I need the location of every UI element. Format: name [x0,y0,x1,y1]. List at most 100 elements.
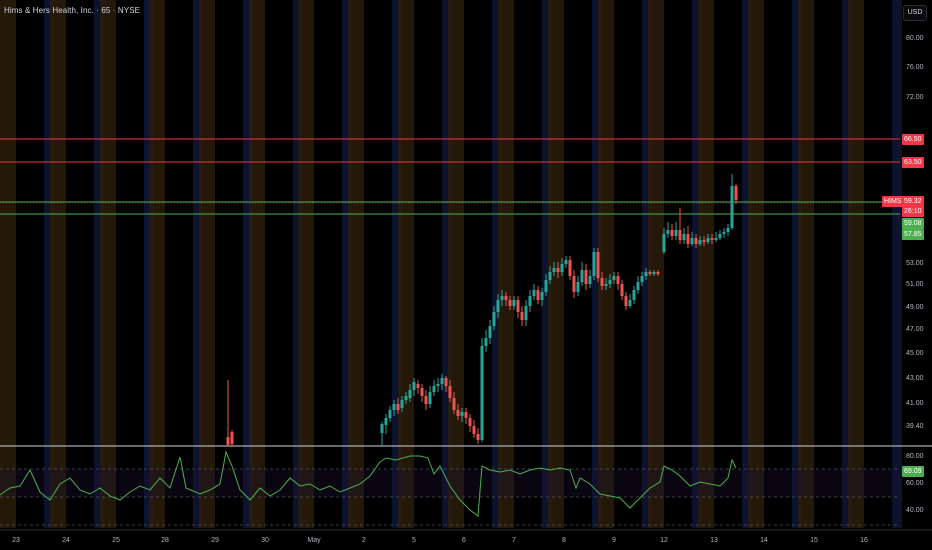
candle-body [588,276,592,284]
candle-body [706,238,710,242]
premarket-band [548,0,564,528]
candle-body [648,272,652,274]
time-axis-label: 12 [660,537,668,544]
time-axis-label: May [307,537,321,544]
candle-body [662,234,666,252]
candle-body [468,418,472,426]
candle-body [560,264,564,272]
price-axis-tick: 72.00 [906,94,924,101]
candle-body [584,270,588,284]
candle-body [404,396,408,400]
candle-body [576,282,580,292]
candle-body [460,412,464,416]
premarket-band [748,0,764,528]
premarket-band [50,0,66,528]
candle-body [678,230,682,240]
afterhours-band [193,0,203,528]
afterhours-band [692,0,702,528]
price-axis-tick: 41.00 [906,400,924,407]
candle-body [444,378,448,386]
afterhours-band [892,0,902,528]
time-axis-label: 24 [62,537,70,544]
candle-body [492,312,496,326]
level-label-66-50: 66.50 [902,134,924,145]
premarket-band [199,0,215,528]
premarket-band [249,0,265,528]
candle-body [512,300,516,306]
candle-body [230,432,234,444]
candle-body [408,390,412,398]
price-axis-tick: 47.00 [906,326,924,333]
candle-body [528,296,532,306]
price-axis-tick: 45.00 [906,350,924,357]
premarket-band [498,0,514,528]
rsi-line [0,450,737,517]
candle-body [564,260,568,264]
candle-body [600,278,604,286]
candle-body [472,426,476,434]
candle-body [380,424,384,433]
time-axis-label: 30 [261,537,269,544]
premarket-band [448,0,464,528]
candle-body [682,234,686,240]
candle-body [612,276,616,280]
rsi-axis-tick: 60.00 [906,480,924,487]
premarket-band [848,0,864,528]
premarket-band [149,0,165,528]
candle-body [488,326,492,338]
candle-body [420,388,424,396]
premarket-band [298,0,314,528]
candle-body [440,378,444,384]
time-axis-label: 7 [512,537,516,544]
candle-body [456,410,460,416]
candle-body [714,238,718,240]
price-axis-tick: 53.00 [906,260,924,267]
candle-body [694,238,698,244]
price-axis-tick: 51.00 [906,281,924,288]
afterhours-band [742,0,752,528]
candle-body [524,306,528,320]
candle-body [686,234,690,244]
candle-body [734,186,738,200]
currency-button[interactable]: USD [903,5,927,21]
rsi-axis-tick: 80.00 [906,453,924,460]
symbol-title[interactable]: Hims & Hers Health, Inc. · 65 · NYSE [4,6,141,15]
afterhours-band [842,0,852,528]
candle-body [500,296,504,300]
time-axis-label: 8 [562,537,566,544]
candle-body [416,384,420,388]
candle-body [504,296,508,300]
afterhours-band [642,0,652,528]
level-label-57-85: 57.85 [902,229,924,240]
afterhours-band [542,0,552,528]
candle-body [722,232,726,234]
candle-body [730,186,734,228]
candle-body [452,398,456,410]
candle-body [652,272,656,274]
time-axis-label: 29 [211,537,219,544]
candle-body [424,396,428,404]
premarket-band [698,0,714,528]
candle-body [620,284,624,296]
candle-body [400,400,404,408]
candle-body [556,268,560,272]
candle-body [388,410,392,418]
candle-body [540,292,544,300]
price-axis-tick: 43.00 [906,375,924,382]
candle-body [718,234,722,238]
candle-body [412,382,416,390]
candle-body [552,268,556,272]
candle-body [476,434,480,440]
premarket-band [798,0,814,528]
candle-body [480,346,484,440]
candle-body [674,230,678,236]
afterhours-band [792,0,802,528]
price-axis-tick: 76.00 [906,64,924,71]
candle-body [690,238,694,244]
candle-body [532,290,536,296]
candle-body [636,282,640,290]
candle-body [436,384,440,386]
candle-body [698,240,702,244]
